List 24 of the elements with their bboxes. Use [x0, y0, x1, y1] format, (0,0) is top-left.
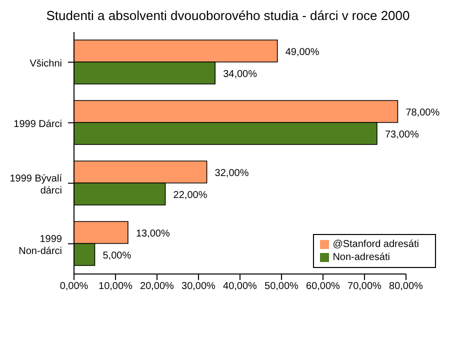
data-label: 34,00%	[223, 69, 258, 80]
x-tick-label: 30,00%	[182, 281, 216, 292]
x-tick-label: 0,00%	[60, 281, 88, 292]
x-tick-label: 20,00%	[140, 281, 174, 292]
x-tick-label: 50,00%	[264, 281, 299, 292]
x-tick-label: 60,00%	[306, 281, 340, 292]
data-label: 49,00%	[285, 47, 320, 58]
data-label: 78,00%	[406, 108, 440, 118]
y-tick-label: Všichni	[30, 58, 62, 70]
x-tick-label: 70,00%	[348, 281, 382, 292]
chart-title: Studenti a absolventi dvouoborového studia - dárci v roce 2000	[45, 8, 411, 23]
data-label: 5,00%	[102, 250, 132, 262]
data-label: 73,00%	[384, 130, 419, 140]
x-tick-label: 10,00%	[98, 281, 133, 292]
data-label: 32,00%	[214, 168, 249, 179]
y-tick-label: 1999 Bývalí dárci	[10, 173, 62, 196]
x-tick-label: 80,00%	[389, 281, 424, 292]
y-tick-label: 1999 Dárci	[14, 118, 62, 130]
y-tick-label: 1999 Non-dárci	[18, 234, 62, 257]
x-tick-label: 40,00%	[223, 281, 258, 292]
data-label: 22,00%	[173, 190, 208, 201]
legend-label: Non-adresáti	[332, 252, 390, 263]
data-label: 13,00%	[136, 228, 170, 240]
legend-label: @Stanford adresáti	[332, 239, 419, 250]
